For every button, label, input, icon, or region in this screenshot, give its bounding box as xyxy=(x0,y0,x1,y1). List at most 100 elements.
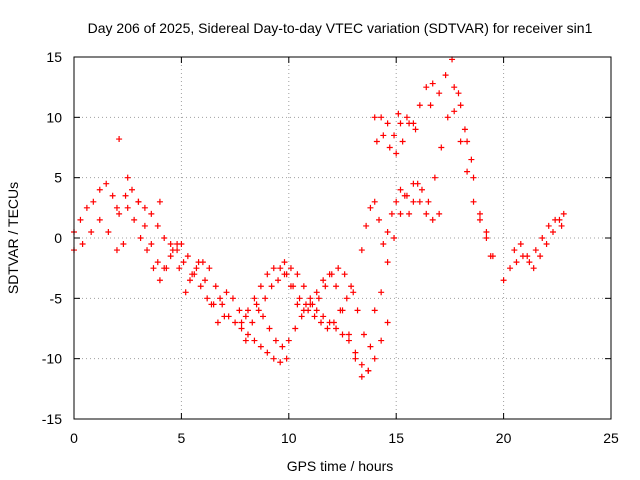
data-point xyxy=(395,110,402,117)
chart-title: Day 206 of 2025, Sidereal Day-to-day VTE… xyxy=(88,20,593,36)
data-point xyxy=(120,241,127,248)
data-point xyxy=(530,265,537,272)
x-axis-label: GPS time / hours xyxy=(287,458,394,474)
data-point xyxy=(539,235,546,241)
grid-lines xyxy=(74,57,611,419)
data-point xyxy=(358,373,365,380)
x-tick-labels: 0 5 10 15 20 25 xyxy=(70,430,619,446)
data-point xyxy=(96,216,103,223)
data-point xyxy=(116,136,123,143)
data-point xyxy=(113,204,120,211)
data-point xyxy=(358,361,365,368)
data-point xyxy=(154,222,161,229)
data-point xyxy=(163,265,170,272)
data-point xyxy=(167,241,174,248)
data-point xyxy=(116,210,123,217)
data-point xyxy=(371,114,378,121)
data-point xyxy=(348,283,355,290)
data-point xyxy=(367,343,374,350)
data-point xyxy=(363,222,370,229)
data-point xyxy=(156,277,163,284)
data-point xyxy=(423,84,430,91)
data-point xyxy=(560,210,567,217)
data-point xyxy=(543,241,550,248)
series-group xyxy=(451,108,496,260)
data-point xyxy=(360,331,367,338)
data-point xyxy=(313,289,320,296)
data-point xyxy=(182,289,189,296)
data-point xyxy=(545,222,552,229)
data-point xyxy=(103,180,110,187)
data-point xyxy=(532,247,539,254)
data-point xyxy=(238,319,245,326)
data-point xyxy=(249,319,256,326)
data-point xyxy=(345,337,352,344)
data-point xyxy=(343,295,350,302)
data-point xyxy=(380,241,387,248)
plot-frame xyxy=(73,56,612,420)
x-tick-label: 20 xyxy=(496,430,512,446)
data-point xyxy=(412,126,419,133)
data-point xyxy=(333,283,340,290)
data-point xyxy=(144,247,151,254)
data-point xyxy=(550,228,557,235)
data-point xyxy=(307,295,314,302)
data-point xyxy=(307,301,314,308)
data-point xyxy=(399,138,406,145)
data-point xyxy=(436,210,443,217)
data-point xyxy=(283,355,290,362)
data-point xyxy=(393,198,400,205)
data-point xyxy=(238,325,245,332)
series-group xyxy=(511,210,567,272)
data-point xyxy=(507,265,514,272)
data-point xyxy=(322,283,329,290)
x-tick-label: 15 xyxy=(388,430,404,446)
series-group xyxy=(358,180,425,254)
data-point xyxy=(135,198,142,205)
data-point xyxy=(189,271,196,278)
y-tick-labels: -15 -10 -5 0 5 10 15 xyxy=(42,49,62,427)
data-point xyxy=(124,174,131,181)
y-tick-label: -15 xyxy=(42,411,62,427)
data-point xyxy=(113,247,120,254)
data-point xyxy=(285,337,292,344)
data-point xyxy=(483,228,490,235)
data-point xyxy=(88,228,95,235)
data-point xyxy=(517,241,524,248)
data-point xyxy=(352,355,359,362)
data-point xyxy=(148,210,155,217)
data-point xyxy=(281,259,288,266)
data-point xyxy=(476,216,483,223)
data-point xyxy=(384,228,391,235)
data-point xyxy=(324,325,331,332)
data-point xyxy=(96,186,103,193)
data-point xyxy=(264,271,271,278)
series-group xyxy=(371,80,436,139)
data-point xyxy=(223,289,230,296)
data-point xyxy=(513,259,520,266)
y-tick-label: 5 xyxy=(54,170,62,186)
data-point xyxy=(386,144,393,151)
data-point xyxy=(217,295,224,302)
data-point xyxy=(427,102,434,109)
data-point xyxy=(266,325,273,332)
data-point xyxy=(410,180,417,187)
data-point xyxy=(378,289,385,296)
data-point xyxy=(167,253,174,260)
data-point xyxy=(358,247,365,254)
data-point xyxy=(556,216,563,223)
data-point xyxy=(287,265,294,272)
data-points xyxy=(71,56,567,380)
data-point xyxy=(511,247,518,254)
data-point xyxy=(470,198,477,205)
data-point xyxy=(500,277,507,284)
data-point xyxy=(77,216,84,223)
data-point xyxy=(236,307,243,314)
data-point xyxy=(373,138,380,145)
data-point xyxy=(184,253,191,260)
data-point xyxy=(451,84,458,91)
data-point xyxy=(457,102,464,109)
data-point xyxy=(391,132,398,139)
data-point xyxy=(313,307,320,314)
